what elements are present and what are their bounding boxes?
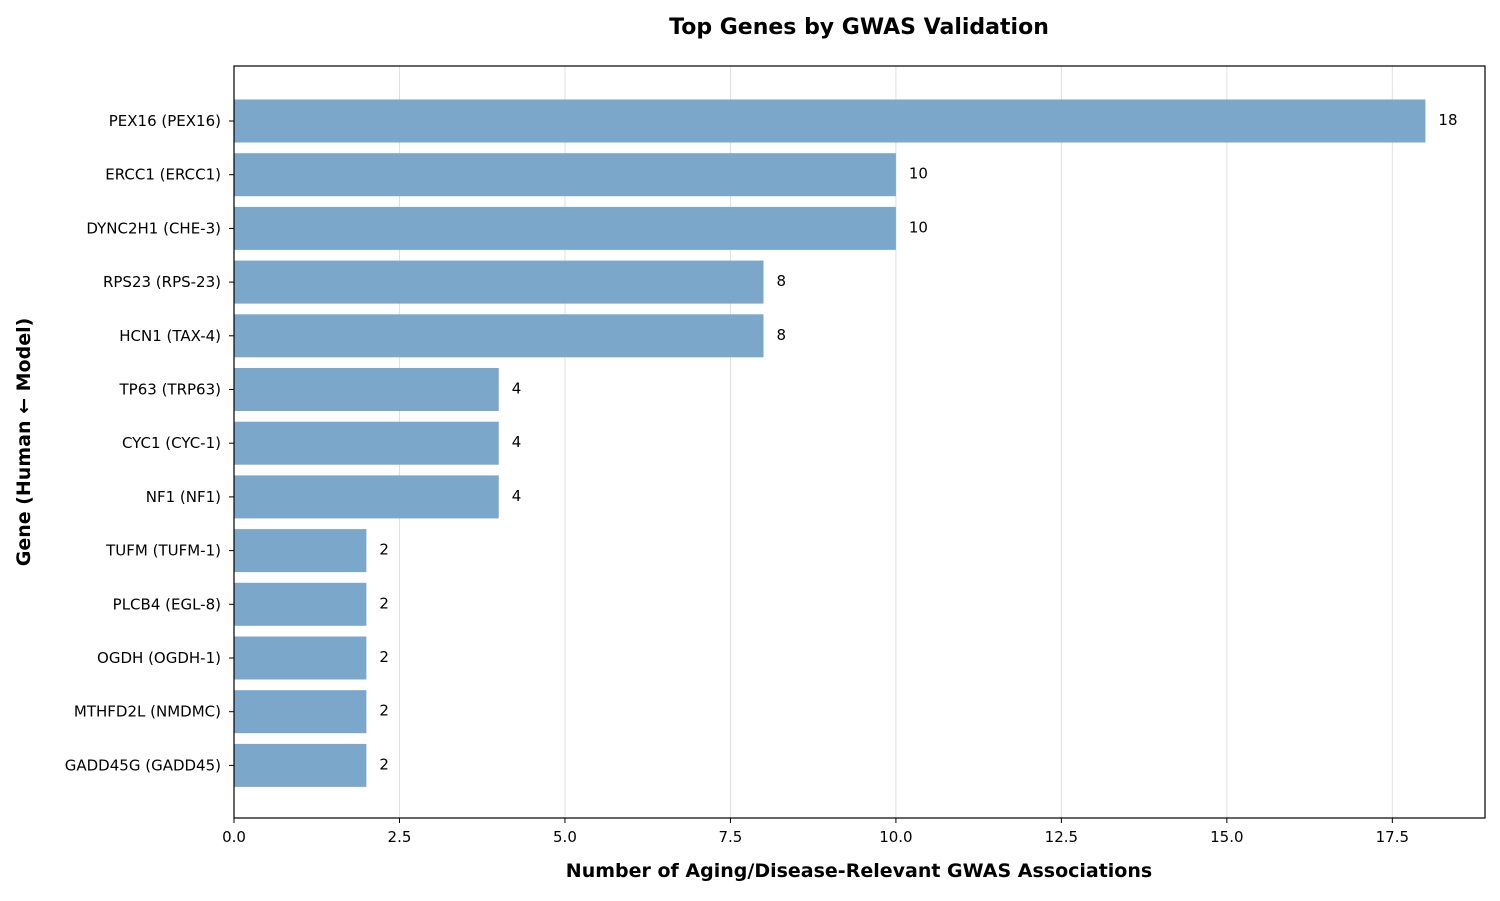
bar [234,582,367,626]
bar-value-label: 10 [909,218,928,236]
bar [234,636,367,680]
bar-value-label: 4 [512,433,522,451]
y-tick-label: OGDH (OGDH-1) [97,649,221,667]
data-labels: 18 10 10 8 8 4 4 4 2 2 2 2 2 [379,111,1457,773]
x-tick-label: 17.5 [1376,828,1409,846]
x-axis-label: Number of Aging/Disease-Relevant GWAS As… [566,860,1152,882]
bar-value-label: 2 [379,648,389,666]
bar [234,206,896,250]
x-tick-label: 7.5 [718,828,742,846]
x-tick-label: 12.5 [1045,828,1078,846]
bar-value-label: 4 [512,380,522,398]
y-tick-label: PLCB4 (EGL-8) [113,595,221,613]
y-tick-label: TP63 (TRP63) [119,381,221,399]
x-tick-label: 15.0 [1210,828,1243,846]
bar [234,690,367,734]
bar [234,743,367,787]
bars [234,99,1426,787]
bar [234,260,764,304]
x-axis-ticks: 0.0 2.5 5.0 7.5 10.0 12.5 15.0 17.5 [222,818,1409,846]
x-tick-label: 2.5 [388,828,412,846]
bar [234,314,764,358]
plot-frame [233,65,1486,819]
bar [234,153,896,197]
chart-title: Top Genes by GWAS Validation [669,15,1049,40]
x-tick-label: 10.0 [879,828,912,846]
y-tick-label: NF1 (NF1) [146,488,221,506]
y-tick-label: HCN1 (TAX-4) [119,327,221,345]
bar-value-label: 18 [1438,111,1457,129]
bar-value-label: 2 [379,594,389,612]
x-tick-label: 5.0 [553,828,577,846]
bar-value-label: 2 [379,755,389,773]
y-tick-label: MTHFD2L (NMDMC) [74,703,221,721]
bar-value-label: 10 [909,165,928,183]
y-tick-label: CYC1 (CYC-1) [122,434,221,452]
y-axis-label: Gene (Human ← Model) [13,318,35,567]
y-tick-label: GADD45G (GADD45) [65,756,221,774]
bar-value-label: 4 [512,487,522,505]
y-tick-label: ERCC1 (ERCC1) [105,166,221,184]
x-tick-label: 0.0 [222,828,246,846]
bar [234,368,499,411]
y-tick-label: PEX16 (PEX16) [109,112,221,130]
bar [234,529,367,573]
bar [234,99,1426,143]
bar-value-label: 8 [777,326,787,344]
y-tick-label: TUFM (TUFM-1) [105,542,221,560]
bar-value-label: 2 [379,702,389,720]
bar [234,475,499,519]
y-tick-label: DYNC2H1 (CHE-3) [86,219,221,237]
y-tick-label: RPS23 (RPS-23) [103,273,221,291]
bar-value-label: 2 [379,541,389,559]
bar-value-label: 8 [777,272,787,290]
y-axis-ticks: PEX16 (PEX16) ERCC1 (ERCC1) DYNC2H1 (CHE-3… [65,112,234,774]
bar [234,421,499,465]
